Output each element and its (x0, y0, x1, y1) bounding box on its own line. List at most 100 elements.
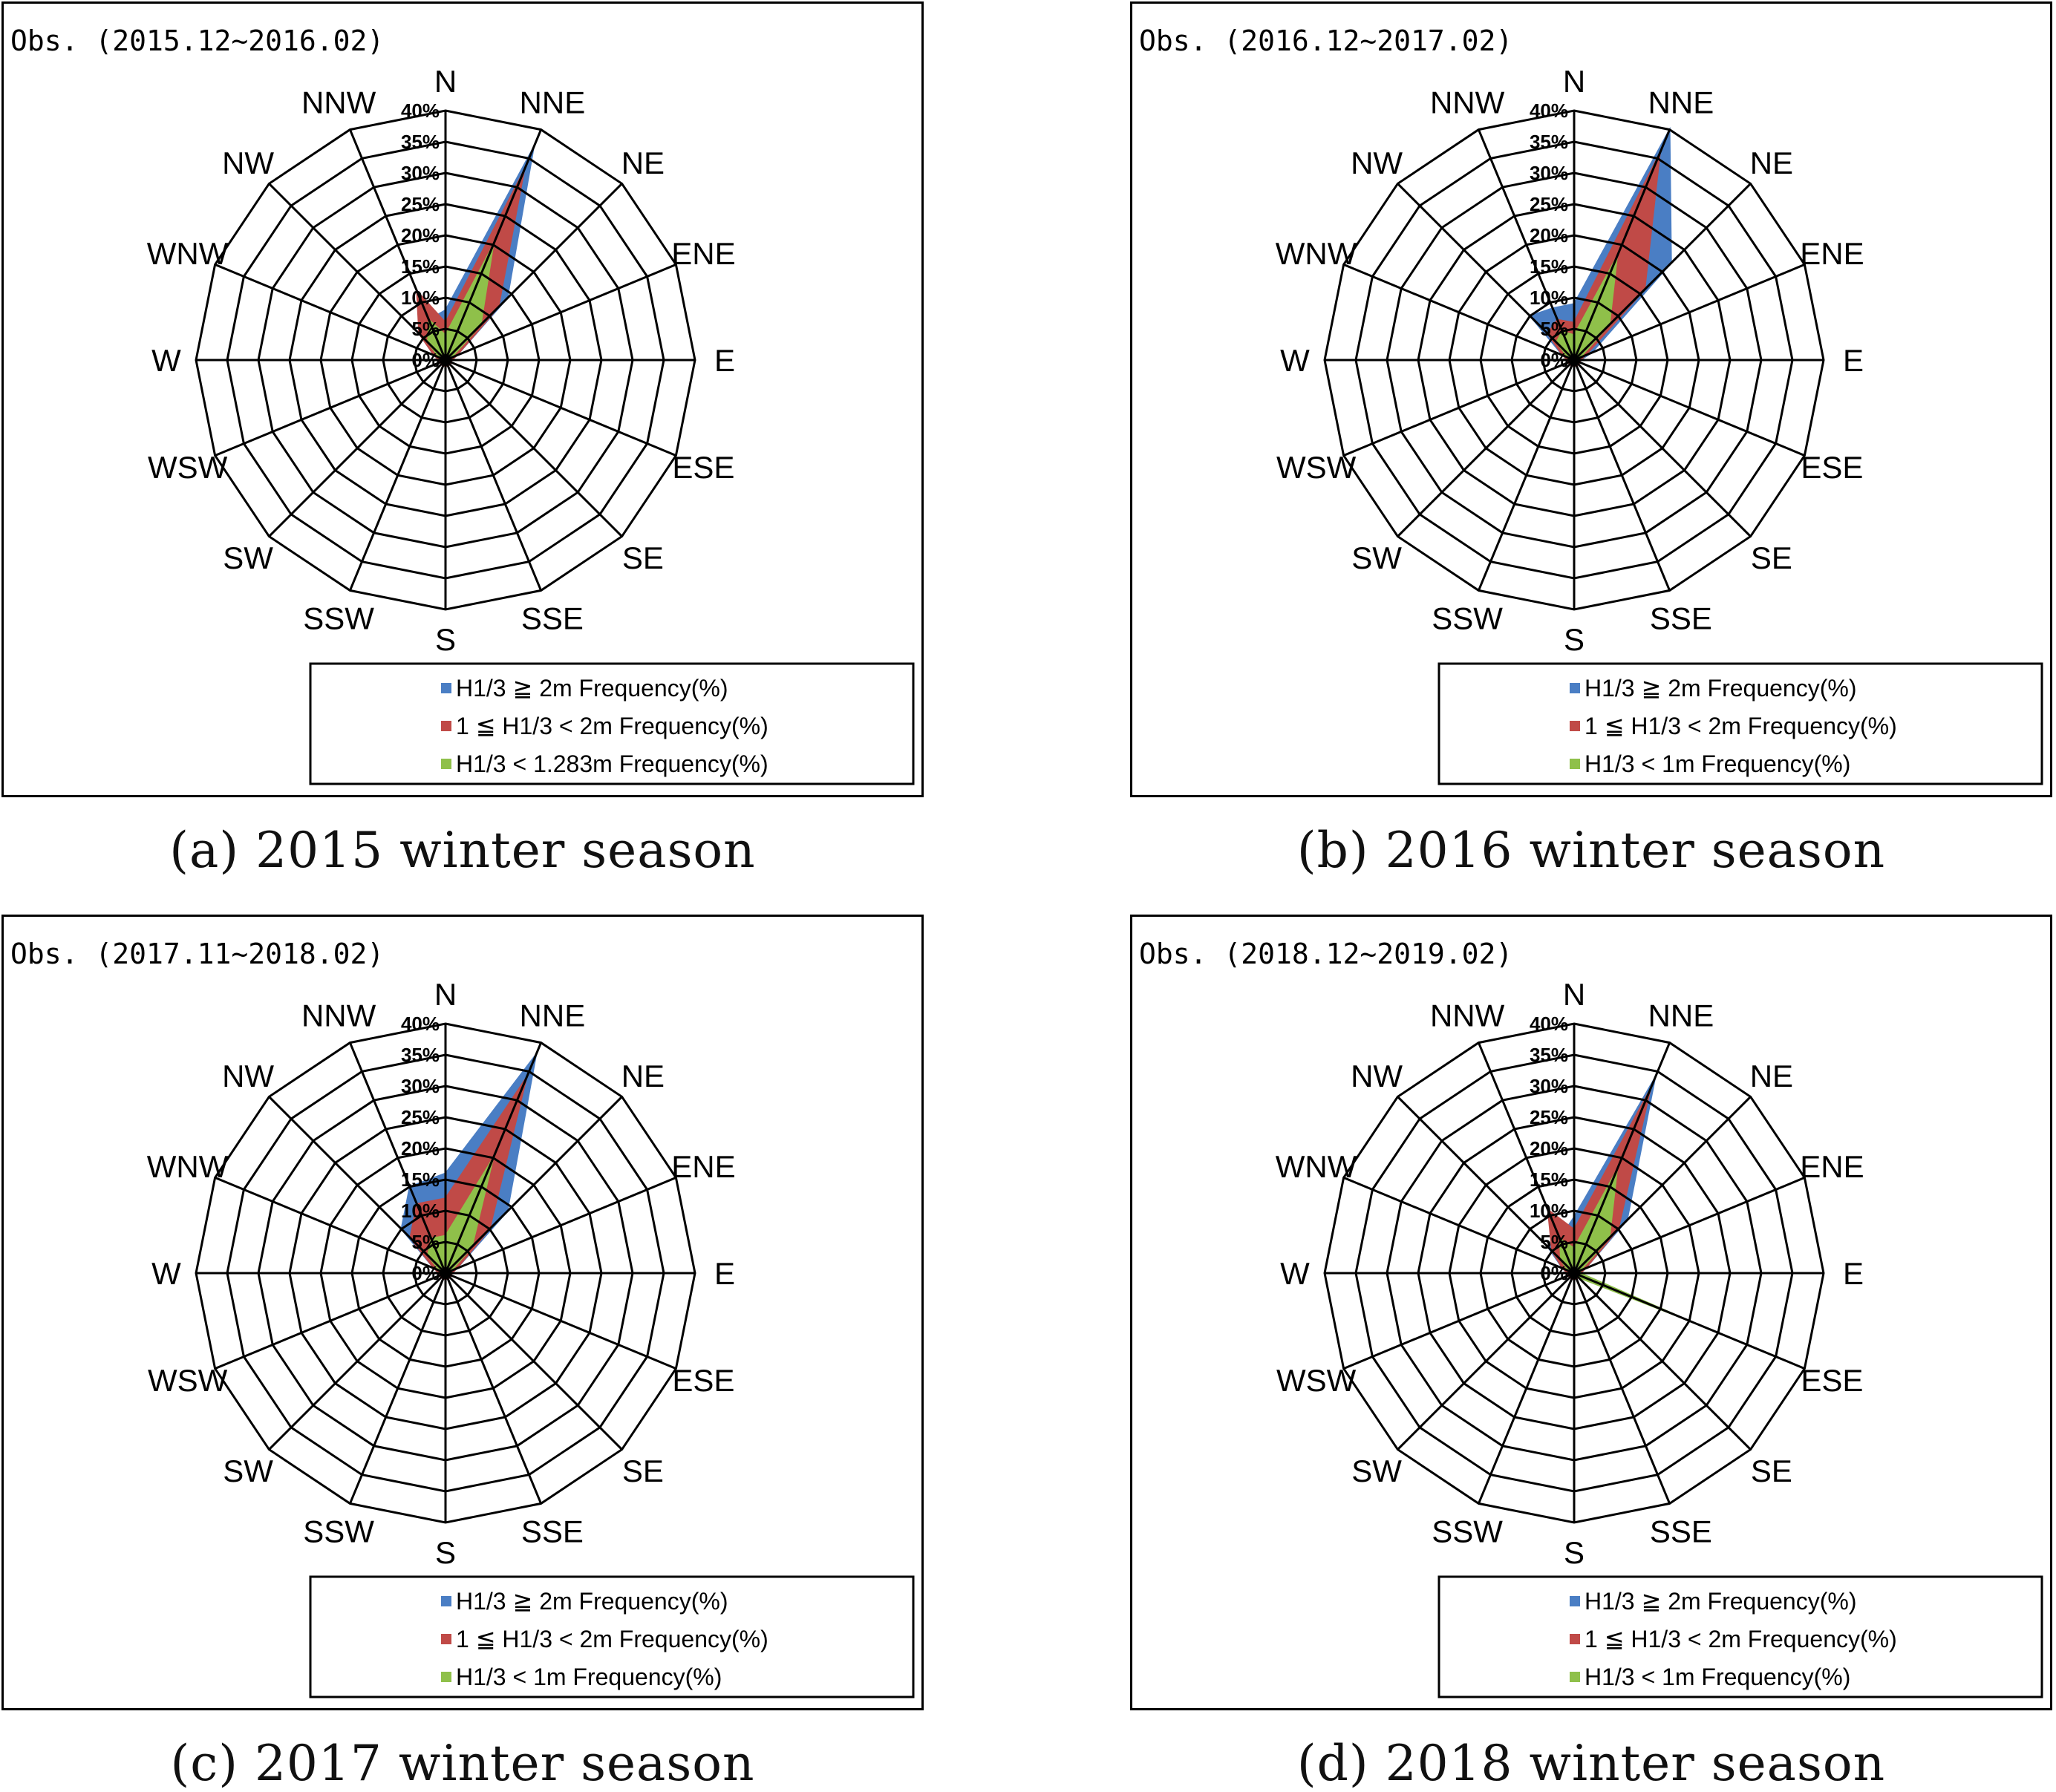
direction-label: NW (1351, 1059, 1403, 1093)
grid-spoke (445, 359, 676, 457)
grid-spoke (1573, 1096, 1752, 1275)
legend-label: 1 ≦ H1/3 < 2m Frequency(%) (456, 1626, 768, 1652)
legend: H1/3 ≧ 2m Frequency(%) 1 ≦ H1/3 < 2m Freq… (309, 662, 915, 785)
direction-label: ENE (1800, 1149, 1864, 1184)
tick-label: 20% (1530, 1137, 1568, 1160)
direction-label: NE (1750, 1059, 1793, 1093)
tick-label: 25% (1530, 193, 1568, 215)
legend-label: 1 ≦ H1/3 < 2m Frequency(%) (456, 713, 768, 739)
legend-swatch (1570, 1672, 1580, 1682)
tick-label: 0% (411, 1262, 440, 1284)
grid-spoke (444, 359, 542, 591)
grid-spoke (215, 1272, 446, 1370)
direction-label: NE (621, 1059, 665, 1093)
tick-label: 40% (1530, 99, 1568, 122)
grid-spoke (1573, 1042, 1671, 1274)
direction-label: WNW (147, 1149, 229, 1184)
grid-spoke (1397, 1096, 1576, 1275)
tick-label: 20% (401, 1137, 440, 1160)
legend-swatch (441, 759, 451, 769)
direction-label: E (1843, 1256, 1864, 1291)
figure-caption: (a) 2015 winter season (169, 822, 756, 879)
legend-box (1437, 1575, 2043, 1698)
legend-box (1437, 662, 2043, 785)
tick-label: 10% (1530, 1200, 1568, 1222)
grid-spoke (445, 1272, 676, 1370)
direction-label: SSW (303, 601, 374, 635)
direction-label: SSW (1432, 601, 1503, 635)
grid-spoke (444, 1096, 623, 1275)
direction-label: NNE (1648, 85, 1714, 120)
grid-spoke (1573, 1177, 1805, 1275)
legend-label: 1 ≦ H1/3 < 2m Frequency(%) (1585, 1626, 1897, 1652)
radar-chart: Obs. (2017.11~2018.02) 0% 5% 10% 15% 20% 25% 30… (10, 938, 915, 1698)
direction-label: NNE (1648, 998, 1714, 1033)
direction-label: W (151, 343, 181, 378)
direction-label: SSW (303, 1514, 374, 1549)
direction-label: S (435, 1535, 456, 1570)
tick-label: 10% (1530, 287, 1568, 309)
tick-label: 40% (1530, 1013, 1568, 1035)
tick-label: 30% (401, 1075, 440, 1097)
grid-spoke (1573, 1272, 1752, 1451)
legend-label: H1/3 < 1m Frequency(%) (456, 1664, 722, 1690)
legend-label: H1/3 < 1m Frequency(%) (1585, 751, 1850, 777)
direction-label: S (435, 622, 456, 657)
tick-label: 10% (401, 287, 440, 309)
grid-spoke (1478, 129, 1576, 361)
grid-spoke (1478, 1272, 1576, 1504)
grid-spoke (1573, 359, 1671, 591)
direction-label: SW (223, 540, 273, 575)
direction-label: NNW (301, 85, 376, 120)
grid-spoke (1343, 1177, 1575, 1275)
direction-label: NNW (301, 998, 376, 1033)
direction-label: WNW (1276, 1149, 1357, 1184)
grid-spoke (215, 264, 446, 362)
direction-label: SSE (521, 601, 584, 635)
direction-label: ESE (1801, 1363, 1863, 1398)
direction-label: W (151, 1256, 181, 1291)
direction-label: ENE (1800, 236, 1864, 271)
grid-spoke (444, 1272, 623, 1451)
tick-label: 30% (1530, 162, 1568, 184)
direction-label: NW (1351, 145, 1403, 180)
direction-label: E (1843, 343, 1864, 378)
grid-spoke (268, 1272, 447, 1451)
direction-label: N (1563, 64, 1585, 99)
legend-label: H1/3 < 1m Frequency(%) (1585, 1664, 1850, 1690)
direction-label: SW (223, 1453, 273, 1488)
grid-spoke (349, 1042, 447, 1274)
tick-label: 30% (1530, 1075, 1568, 1097)
direction-label: WSW (1276, 1363, 1357, 1398)
direction-label: S (1564, 1535, 1585, 1570)
grid-spoke (1573, 1272, 1805, 1370)
direction-label: ESE (672, 1363, 734, 1398)
legend-label: H1/3 ≧ 2m Frequency(%) (456, 675, 728, 702)
tick-label: 5% (411, 318, 440, 340)
tick-label: 0% (411, 349, 440, 371)
direction-label: SE (622, 540, 664, 575)
grid-spoke (1397, 359, 1576, 537)
tick-label: 35% (1530, 1044, 1568, 1066)
grid-spoke (1478, 359, 1576, 591)
grid-spoke (444, 1272, 542, 1504)
tick-label: 15% (401, 255, 440, 278)
figure-caption: (b) 2016 winter season (1296, 822, 1886, 879)
grid-spoke (349, 129, 447, 361)
grid (195, 1022, 696, 1524)
chart-title: Obs. (2018.12~2019.02) (1139, 938, 1512, 970)
tick-label: 20% (1530, 224, 1568, 246)
grid-spoke (1573, 183, 1752, 362)
tick-label: 35% (401, 131, 440, 153)
direction-label: W (1280, 343, 1310, 378)
grid-spoke (268, 183, 447, 362)
legend-label: H1/3 ≧ 2m Frequency(%) (1585, 675, 1856, 702)
tick-label: 5% (1540, 318, 1568, 340)
direction-label: ESE (672, 450, 734, 485)
grid-spoke (268, 359, 447, 537)
radar-chart: Obs. (2018.12~2019.02) 0% 5% 10% 15% 20% 25% 30… (1139, 938, 2043, 1698)
legend-swatch (441, 1672, 451, 1682)
grid-spoke (445, 264, 676, 362)
tick-label: 25% (401, 1106, 440, 1128)
direction-label: WSW (148, 1363, 228, 1398)
